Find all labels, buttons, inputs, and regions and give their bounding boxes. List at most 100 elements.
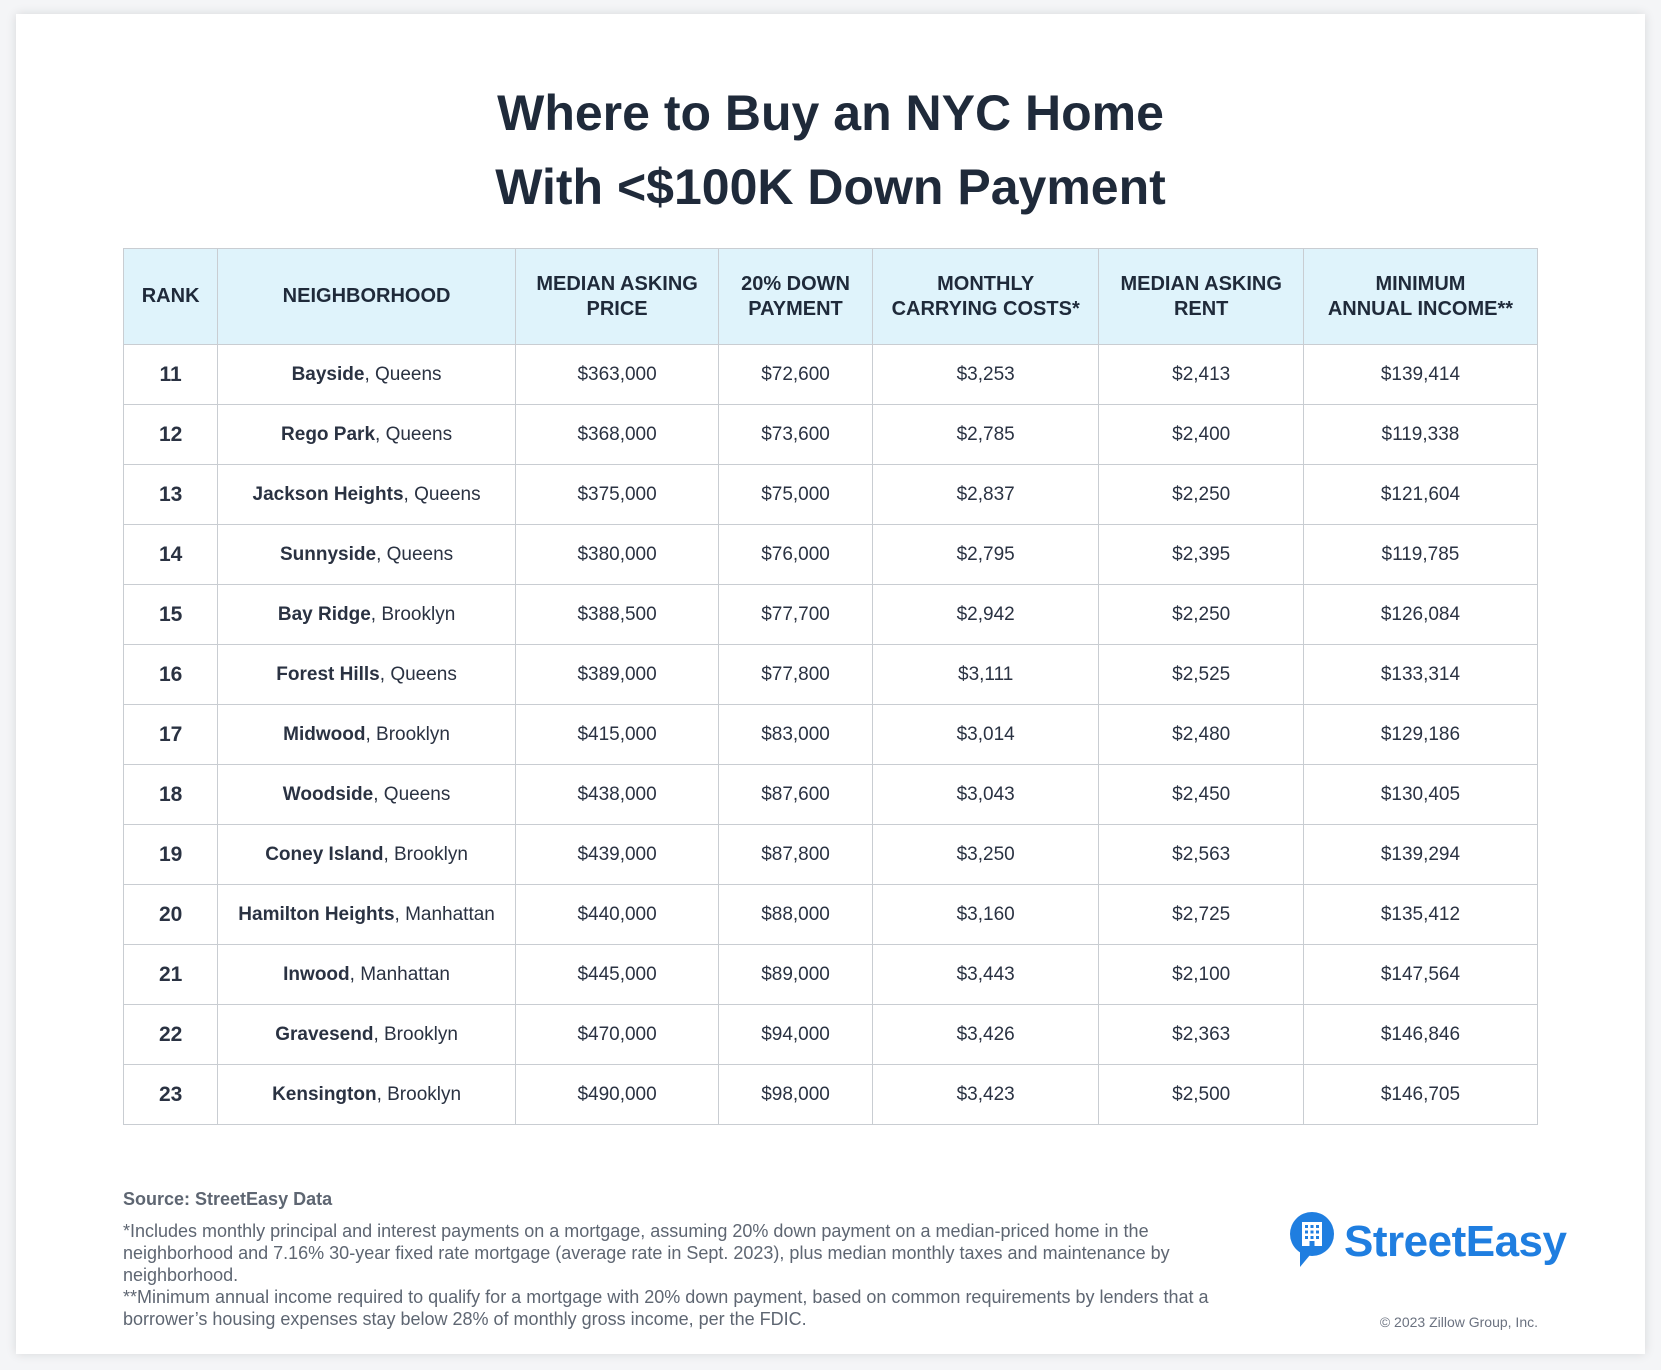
column-header: MEDIAN ASKING RENT xyxy=(1098,248,1304,345)
income-cell: $146,705 xyxy=(1302,1064,1539,1125)
borough-name: , Queens xyxy=(373,783,451,805)
rent-cell: $2,450 xyxy=(1098,764,1304,825)
price-cell: $439,000 xyxy=(514,824,720,885)
neighborhood-name: Midwood xyxy=(283,723,366,745)
rank-cell: 15 xyxy=(122,584,219,645)
column-header-line: CARRYING COSTS* xyxy=(891,297,1080,320)
price-cell: $415,000 xyxy=(514,704,720,765)
table-row: 16 Forest Hills, Queens $389,000 $77,800 $3,… xyxy=(122,644,1539,705)
borough-name: , Brooklyn xyxy=(373,1023,458,1045)
neighborhood-name: Rego Park xyxy=(281,423,376,445)
column-header-line: PRICE xyxy=(586,297,648,320)
rent-cell: $2,480 xyxy=(1098,704,1304,765)
income-cell: $119,338 xyxy=(1302,404,1539,465)
neighborhood-cell: Jackson Heights, Queens xyxy=(217,464,516,525)
price-cell: $368,000 xyxy=(514,404,720,465)
down-payment-cell: $87,600 xyxy=(718,764,873,825)
logo-wordmark: StreetEasy xyxy=(1344,1217,1567,1266)
neighborhood-name: Coney Island xyxy=(265,843,384,865)
carrying-costs-cell: $2,942 xyxy=(871,584,1100,645)
down-payment-cell: $77,700 xyxy=(718,584,873,645)
income-cell: $147,564 xyxy=(1302,944,1539,1005)
income-cell: $126,084 xyxy=(1302,584,1539,645)
neighborhood-cell: Kensington, Brooklyn xyxy=(217,1064,516,1125)
neighborhood-name: Bayside xyxy=(291,363,365,385)
neighborhood-name: Bay Ridge xyxy=(277,603,371,625)
neighborhood-cell: Rego Park, Queens xyxy=(217,404,516,465)
income-cell: $135,412 xyxy=(1302,884,1539,945)
column-header-line: RENT xyxy=(1173,297,1229,320)
rank-cell: 13 xyxy=(122,464,219,525)
neighborhood-cell: Sunnyside, Queens xyxy=(217,524,516,585)
table-row: 14 Sunnyside, Queens $380,000 $76,000 $2,795… xyxy=(122,524,1539,585)
rent-cell: $2,100 xyxy=(1098,944,1304,1005)
neighborhood-cell: Forest Hills, Queens xyxy=(217,644,516,705)
borough-name: , Manhattan xyxy=(394,903,495,925)
carrying-costs-cell: $3,111 xyxy=(871,644,1100,705)
borough-name: , Queens xyxy=(379,663,457,685)
table-row: 21 Inwood, Manhattan $445,000 $89,000 $3,443… xyxy=(122,944,1539,1005)
rank-cell: 21 xyxy=(122,944,219,1005)
table-row: 23 Kensington, Brooklyn $490,000 $98,000 $3,… xyxy=(122,1064,1539,1125)
rank-cell: 17 xyxy=(122,704,219,765)
neighborhood-cell: Midwood, Brooklyn xyxy=(217,704,516,765)
neighborhood-cell: Inwood, Manhattan xyxy=(217,944,516,1005)
rent-cell: $2,250 xyxy=(1098,464,1304,525)
table-row: 15 Bay Ridge, Brooklyn $388,500 $77,700 $2,9… xyxy=(122,584,1539,645)
column-header: 20% DOWN PAYMENT xyxy=(718,248,873,345)
down-payment-cell: $73,600 xyxy=(718,404,873,465)
down-payment-cell: $83,000 xyxy=(718,704,873,765)
price-cell: $470,000 xyxy=(514,1004,720,1065)
column-header: MINIMUM ANNUAL INCOME** xyxy=(1302,248,1539,345)
borough-name: , Brooklyn xyxy=(376,1083,462,1105)
table-header-row: RANK NEIGHBORHOOD MEDIAN ASKING PRICE 20% DO… xyxy=(122,248,1539,345)
rent-cell: $2,400 xyxy=(1098,404,1304,465)
table-row: 18 Woodside, Queens $438,000 $87,600 $3,043 $… xyxy=(122,764,1539,825)
building-speech-bubble-icon xyxy=(1288,1211,1336,1274)
income-cell: $121,604 xyxy=(1302,464,1539,525)
title-line-2: With <$100K Down Payment xyxy=(495,159,1166,215)
carrying-costs-cell: $3,253 xyxy=(871,344,1100,405)
table-row: 19 Coney Island, Brooklyn $439,000 $87,800 $… xyxy=(122,824,1539,885)
price-cell: $445,000 xyxy=(514,944,720,1005)
carrying-costs-cell: $2,837 xyxy=(871,464,1100,525)
column-header: MEDIAN ASKING PRICE xyxy=(514,248,720,345)
neighborhood-name: Hamilton Heights xyxy=(238,903,395,925)
table-row: 12 Rego Park, Queens $368,000 $73,600 $2,785… xyxy=(122,404,1539,465)
price-cell: $363,000 xyxy=(514,344,720,405)
table-row: 17 Midwood, Brooklyn $415,000 $83,000 $3,014… xyxy=(122,704,1539,765)
neighborhood-cell: Hamilton Heights, Manhattan xyxy=(217,884,516,945)
carrying-costs-cell: $3,014 xyxy=(871,704,1100,765)
borough-name: , Brooklyn xyxy=(365,723,450,745)
neighborhood-cell: Gravesend, Brooklyn xyxy=(217,1004,516,1065)
column-header-line: MONTHLY xyxy=(937,272,1035,295)
carrying-costs-cell: $3,043 xyxy=(871,764,1100,825)
neighborhood-name: Inwood xyxy=(283,963,350,985)
rank-cell: 20 xyxy=(122,884,219,945)
table-row: 22 Gravesend, Brooklyn $470,000 $94,000 $3,4… xyxy=(122,1004,1539,1065)
rank-cell: 22 xyxy=(122,1004,219,1065)
down-payment-cell: $98,000 xyxy=(718,1064,873,1125)
borough-name: , Brooklyn xyxy=(370,603,456,625)
infographic-card: Where to Buy an NYC Home With <$100K Dow… xyxy=(16,14,1645,1354)
neighborhood-name: Forest Hills xyxy=(276,663,380,685)
table-row: 20 Hamilton Heights, Manhattan $440,000 $88… xyxy=(122,884,1539,945)
table-row: 13 Jackson Heights, Queens $375,000 $75,000… xyxy=(122,464,1539,525)
streeteasy-logo: StreetEasy xyxy=(1288,1211,1567,1274)
table-row: 11 Bayside, Queens $363,000 $72,600 $3,253 $2… xyxy=(122,344,1539,405)
borough-name: , Brooklyn xyxy=(383,843,468,865)
carrying-costs-cell: $3,443 xyxy=(871,944,1100,1005)
copyright: © 2023 Zillow Group, Inc. xyxy=(1379,1314,1538,1330)
neighborhood-cell: Coney Island, Brooklyn xyxy=(217,824,516,885)
column-header-line: NEIGHBORHOOD xyxy=(282,285,451,307)
borough-name: , Queens xyxy=(375,423,453,445)
column-header-line: 20% DOWN xyxy=(741,272,850,295)
column-header: NEIGHBORHOOD xyxy=(217,248,516,345)
price-cell: $490,000 xyxy=(514,1064,720,1125)
neighborhood-cell: Bayside, Queens xyxy=(217,344,516,405)
income-cell: $146,846 xyxy=(1302,1004,1539,1065)
footnotes: *Includes monthly principal and interest… xyxy=(123,1220,1243,1330)
income-cell: $130,405 xyxy=(1302,764,1539,825)
down-payment-cell: $75,000 xyxy=(718,464,873,525)
down-payment-cell: $76,000 xyxy=(718,524,873,585)
